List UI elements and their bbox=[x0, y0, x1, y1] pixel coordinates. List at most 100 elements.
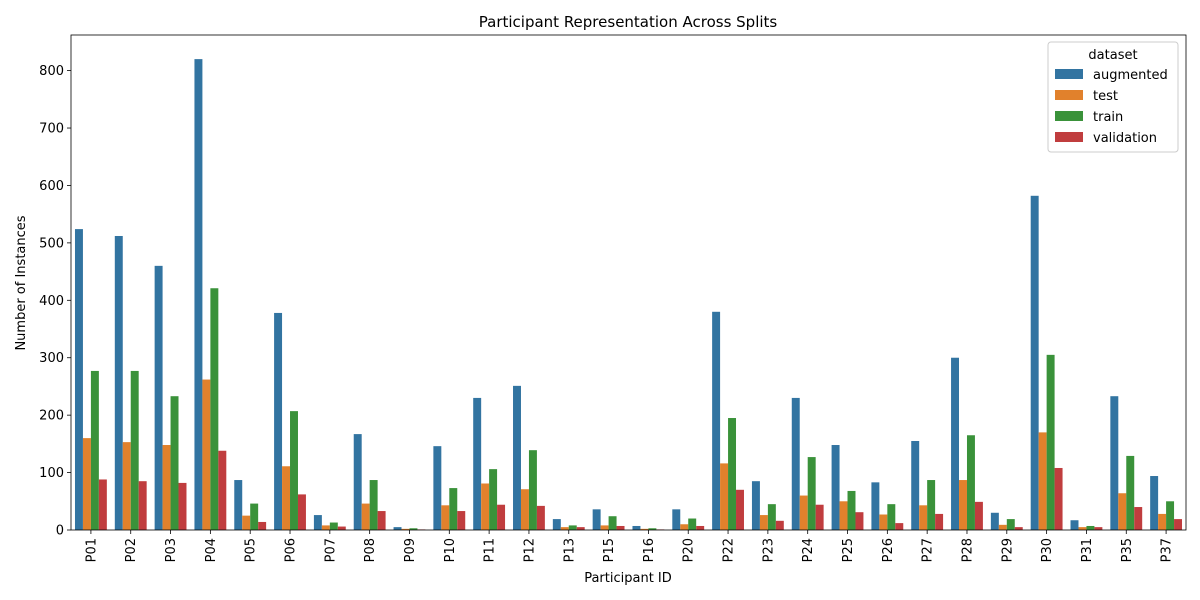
y-axis: 0 100 200 300 400 500 600 700 800 bbox=[39, 64, 71, 539]
bar-validation-P27 bbox=[935, 513, 944, 530]
bar-validation-P02 bbox=[138, 481, 147, 530]
bar-train-P15 bbox=[608, 516, 617, 530]
bar-test-P09 bbox=[401, 528, 410, 530]
x-tick-label: P31 bbox=[1080, 538, 1095, 562]
x-tick-label: P23 bbox=[761, 538, 776, 562]
bar-test-P13 bbox=[560, 527, 569, 530]
bar-augmented-P05 bbox=[234, 480, 243, 530]
bar-train-P31 bbox=[1086, 525, 1095, 530]
bar-train-P16 bbox=[648, 528, 657, 530]
x-tick-label: P02 bbox=[124, 538, 139, 562]
x-tick-label: P05 bbox=[244, 538, 259, 562]
legend-title: dataset bbox=[1088, 48, 1137, 63]
legend-label-train: train bbox=[1093, 110, 1123, 125]
x-tick-label: P04 bbox=[204, 538, 219, 562]
bar-augmented-P07 bbox=[313, 515, 322, 530]
bar-validation-P04 bbox=[218, 450, 227, 530]
x-tick-label: P22 bbox=[722, 538, 737, 562]
bar-test-P30 bbox=[1038, 432, 1047, 530]
bar-validation-P05 bbox=[258, 521, 267, 530]
bar-train-P03 bbox=[170, 396, 179, 530]
bar-test-P04 bbox=[202, 379, 211, 530]
legend-swatch-validation bbox=[1055, 132, 1083, 142]
bar-test-P26 bbox=[879, 514, 888, 530]
plot-area bbox=[70, 34, 1187, 531]
bar-validation-P30 bbox=[1054, 467, 1063, 530]
bar-test-P06 bbox=[282, 466, 291, 530]
bar-validation-P07 bbox=[337, 526, 346, 530]
bar-augmented-P35 bbox=[1110, 396, 1119, 530]
bar-train-P06 bbox=[290, 411, 298, 530]
bar-augmented-P16 bbox=[632, 525, 641, 530]
x-tick-label: P26 bbox=[881, 538, 896, 562]
bar-validation-P12 bbox=[536, 505, 545, 530]
bar-validation-P35 bbox=[1134, 507, 1143, 530]
bar-augmented-P20 bbox=[672, 509, 681, 530]
bar-test-P11 bbox=[481, 483, 490, 530]
bar-train-P13 bbox=[568, 525, 577, 530]
x-tick-label: P09 bbox=[403, 538, 418, 562]
bar-train-P26 bbox=[887, 504, 896, 530]
bar-validation-P13 bbox=[576, 527, 585, 530]
x-tick-label: P16 bbox=[642, 538, 657, 562]
bar-augmented-P08 bbox=[353, 434, 362, 530]
bar-train-P30 bbox=[1046, 354, 1055, 530]
y-tick-label: 100 bbox=[39, 466, 64, 481]
bar-train-P09 bbox=[409, 528, 418, 530]
bar-augmented-P15 bbox=[592, 509, 601, 530]
bar-train-P27 bbox=[927, 480, 936, 530]
bar-validation-P11 bbox=[497, 504, 506, 530]
x-axis-title: Participant ID bbox=[584, 571, 672, 586]
bar-validation-P08 bbox=[377, 511, 386, 530]
x-tick-label: P03 bbox=[164, 538, 179, 562]
x-axis: P01 P02 P03 P04 P05 P06 P07 P08 P09 P10 P11 P12 P13 P… bbox=[84, 530, 1175, 562]
y-tick-label: 200 bbox=[39, 409, 64, 424]
bar-augmented-P02 bbox=[114, 235, 123, 531]
bar-augmented-P37 bbox=[1150, 476, 1159, 530]
legend-label-test: test bbox=[1093, 89, 1118, 104]
bar-augmented-P04 bbox=[194, 59, 203, 531]
y-tick-label: 800 bbox=[39, 64, 64, 79]
x-tick-label: P11 bbox=[483, 538, 498, 562]
bar-train-P11 bbox=[489, 469, 498, 530]
bar-test-P10 bbox=[441, 505, 450, 530]
x-tick-label: P24 bbox=[801, 538, 816, 562]
bar-test-P16 bbox=[640, 528, 649, 530]
bar-train-P08 bbox=[369, 480, 378, 530]
x-tick-label: P29 bbox=[1000, 538, 1015, 562]
bar-test-P07 bbox=[321, 525, 330, 530]
bar-train-P23 bbox=[767, 504, 776, 530]
bar-test-P01 bbox=[82, 438, 91, 530]
x-tick-label: P25 bbox=[841, 538, 856, 562]
x-tick-label: P30 bbox=[1040, 538, 1055, 562]
bar-train-P20 bbox=[688, 518, 697, 530]
bar-train-P25 bbox=[847, 490, 856, 530]
plot-frame bbox=[70, 34, 1187, 531]
x-tick-label: P27 bbox=[921, 538, 936, 562]
legend-label-augmented: augmented bbox=[1093, 68, 1168, 83]
bar-test-P02 bbox=[122, 442, 131, 530]
bar-train-P29 bbox=[1006, 519, 1015, 530]
y-tick-label: 600 bbox=[39, 179, 64, 194]
bar-validation-P20 bbox=[696, 525, 705, 530]
bar-test-P15 bbox=[600, 525, 609, 530]
bar-augmented-P12 bbox=[513, 385, 521, 530]
x-tick-label: P12 bbox=[522, 538, 537, 562]
legend: dataset augmented test train validation bbox=[1047, 41, 1179, 153]
bar-validation-P06 bbox=[297, 494, 306, 530]
bar-validation-P31 bbox=[1094, 527, 1103, 530]
bar-validation-P24 bbox=[815, 504, 824, 530]
bar-validation-P23 bbox=[775, 520, 784, 530]
bar-validation-P10 bbox=[457, 511, 466, 530]
x-tick-label: P08 bbox=[363, 538, 378, 562]
bar-test-P22 bbox=[720, 463, 729, 530]
bar-train-P01 bbox=[90, 370, 99, 530]
bar-validation-P15 bbox=[616, 525, 625, 530]
bar-test-P05 bbox=[242, 515, 251, 530]
bar-test-P27 bbox=[919, 505, 928, 530]
bar-augmented-P30 bbox=[1030, 195, 1039, 531]
x-tick-label: P07 bbox=[323, 538, 338, 562]
bar-augmented-P11 bbox=[473, 397, 482, 530]
legend-swatch-test bbox=[1055, 90, 1083, 100]
